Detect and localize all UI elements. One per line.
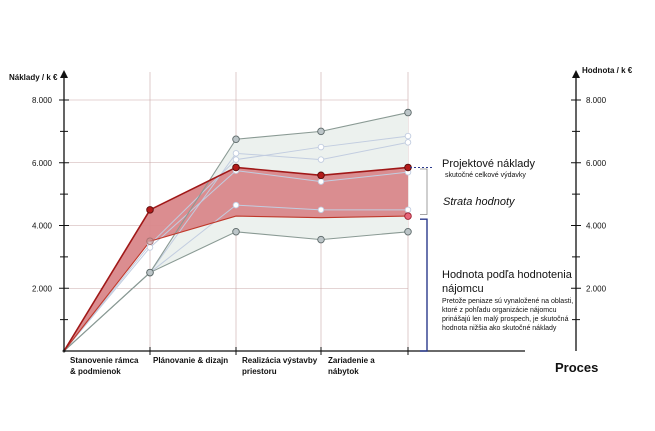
marker-value-lower — [317, 235, 325, 244]
category-label: Zariadenie a — [328, 356, 375, 365]
marker-faint — [232, 156, 240, 163]
marker-faint — [232, 150, 240, 157]
y-axis-label-left: Náklady / k € — [9, 73, 58, 82]
left-tick-label: 4.000 — [32, 222, 53, 231]
chart-markers — [62, 108, 412, 353]
annotation-cost-subtitle: skutočné celkové výdavky — [445, 172, 526, 179]
annotation-cost-title: Projektové náklady — [442, 158, 535, 170]
marker-faint — [146, 244, 154, 251]
strata-bracket — [420, 168, 428, 215]
annotation-strata: Strata hodnoty — [443, 196, 515, 208]
marker-cost — [317, 171, 325, 180]
left-tick-label: 8.000 — [32, 96, 53, 105]
marker-faint — [317, 178, 325, 185]
right-axis-arrow — [572, 70, 580, 78]
marker-cost — [146, 206, 154, 214]
category-label: nábytok — [328, 367, 359, 376]
marker-value-lower — [146, 268, 154, 277]
chart-axes — [59, 70, 581, 355]
marker-value-lower — [404, 228, 412, 236]
marker-faint — [317, 206, 325, 214]
marker-faint — [317, 143, 325, 151]
right-tick-label: 4.000 — [586, 222, 607, 231]
marker-cost — [232, 163, 240, 172]
marker-cost-upper — [232, 135, 240, 143]
annotation-brackets — [410, 166, 433, 352]
category-label: Realizácia výstavby — [242, 356, 318, 365]
right-tick-label: 8.000 — [586, 96, 607, 105]
y-axis-label-right: Hodnota / k € — [582, 66, 633, 75]
annotation-value-title: Hodnota podľa hodnotenia nájomcu — [442, 269, 572, 295]
value-bracket — [420, 218, 428, 352]
left-axis-arrow — [60, 70, 68, 78]
marker-value — [146, 237, 154, 245]
marker-faint — [404, 139, 412, 146]
marker-value — [404, 212, 412, 220]
right-tick-label: 2.000 — [586, 284, 607, 293]
marker-cost-upper — [404, 108, 412, 117]
series-line-value — [63, 215, 409, 352]
left-tick-label: 6.000 — [32, 159, 53, 168]
category-label: Stanovenie rámca — [70, 356, 139, 365]
marker-faint — [232, 201, 240, 209]
annotation-value-description: Pretože peniaze sú vynaložené na oblasti… — [442, 298, 574, 332]
category-label: & podmienok — [70, 367, 121, 376]
right-tick-label: 6.000 — [586, 159, 607, 168]
marker-faint — [404, 206, 412, 214]
category-label: Plánovanie & dizajn — [153, 356, 228, 365]
category-label: priestoru — [242, 367, 277, 376]
marker-faint — [404, 132, 412, 140]
marker-cost-upper — [317, 127, 325, 136]
chart-labels: 2.000 2.000 4.000 4.000 6.000 6.000 8.000 8.000… — [9, 66, 633, 376]
left-tick-label: 2.000 — [32, 284, 53, 293]
marker-faint — [317, 156, 325, 163]
marker-value-lower — [232, 228, 240, 236]
x-axis-label: Proces — [555, 360, 598, 375]
